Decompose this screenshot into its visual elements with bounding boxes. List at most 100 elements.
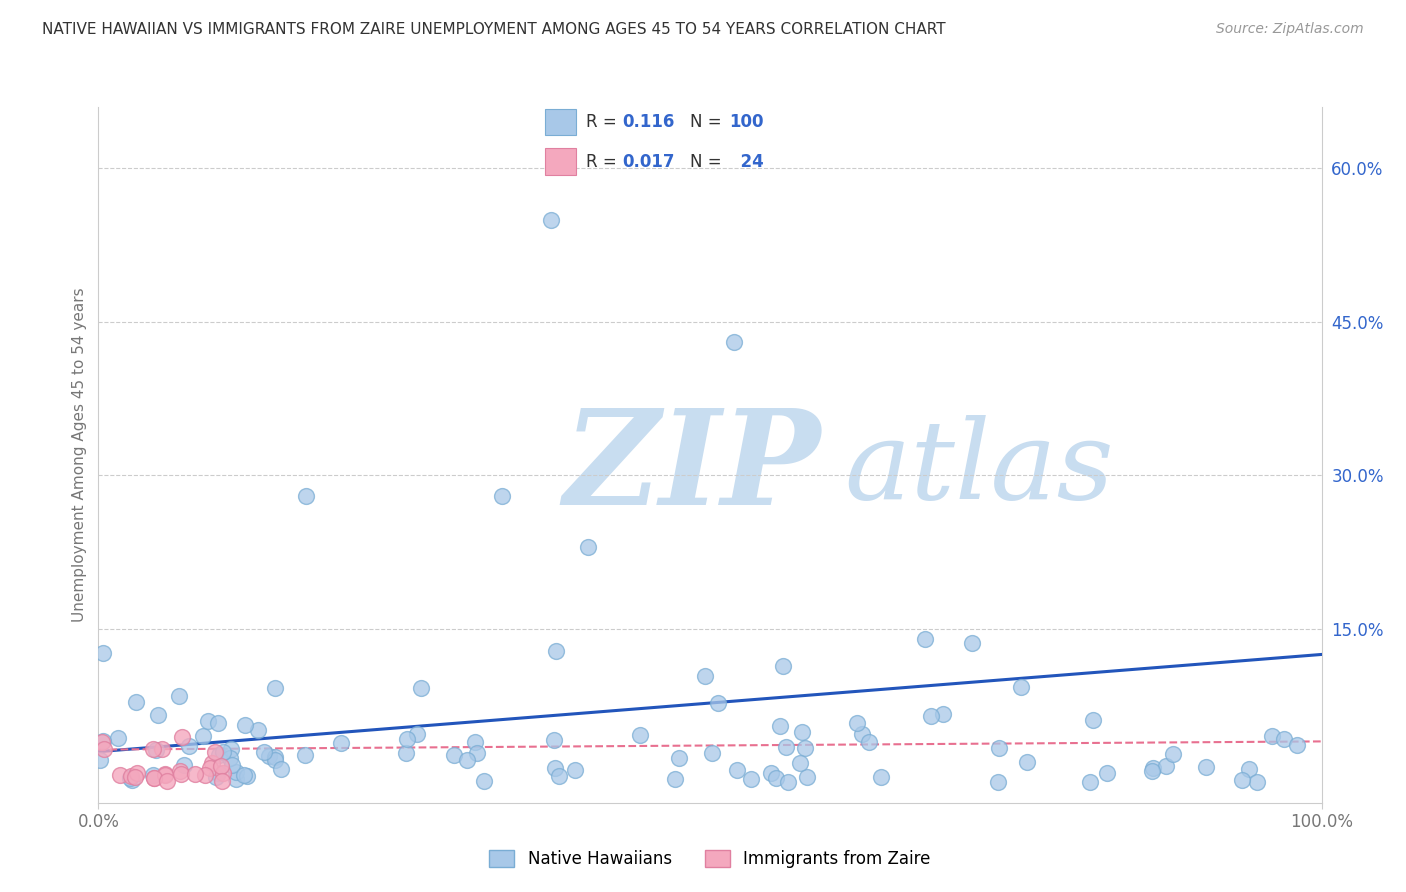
Point [194,767,217,781]
Text: N =: N = [690,153,727,170]
Legend: Native Hawaiians, Immigrants from Zaire: Native Hawaiians, Immigrants from Zaire [482,843,938,874]
Point [491,489,513,503]
Point [118,771,141,785]
Point [263,753,285,767]
Point [264,750,287,764]
Point [1154,759,1177,773]
Point [121,773,143,788]
Point [1237,762,1260,776]
Point [765,771,787,785]
Point [464,735,486,749]
Point [156,774,179,789]
Point [693,668,716,682]
Point [846,716,869,731]
Point [986,775,1008,789]
Point [191,729,214,743]
Point [395,746,418,760]
Point [170,767,193,781]
Point [219,741,242,756]
Text: atlas: atlas [845,415,1114,523]
Point [1142,761,1164,775]
Point [1015,756,1038,770]
Point [125,695,148,709]
Point [914,632,936,646]
Text: 0.017: 0.017 [623,153,675,170]
Point [142,771,165,785]
Point [209,759,232,773]
Text: Source: ZipAtlas.com: Source: ZipAtlas.com [1216,22,1364,37]
Point [155,766,177,780]
Point [1078,775,1101,789]
Point [247,723,270,737]
Point [211,774,233,789]
Point [270,762,292,776]
Point [211,766,233,780]
Point [405,727,427,741]
Point [211,745,233,759]
Point [740,772,762,787]
Point [145,743,167,757]
Point [107,731,129,745]
Point [548,769,571,783]
Point [858,735,880,749]
Point [90,735,112,749]
Point [236,769,259,783]
Point [143,772,166,786]
Point [789,756,811,770]
Point [208,748,231,763]
Point [576,540,599,554]
Y-axis label: Unemployment Among Ages 45 to 54 years: Unemployment Among Ages 45 to 54 years [72,287,87,623]
Point [792,724,814,739]
Point [564,764,586,778]
Point [932,706,955,721]
Point [1272,731,1295,746]
Point [207,766,229,780]
Point [93,733,115,747]
Point [1230,773,1253,788]
Text: 0.116: 0.116 [623,113,675,131]
Point [91,646,114,660]
Point [257,748,280,763]
Point [543,761,565,775]
Point [120,769,142,783]
Point [253,745,276,759]
Point [543,732,565,747]
Point [395,732,418,747]
Point [294,748,316,763]
Point [702,746,724,760]
Point [796,771,818,785]
FancyBboxPatch shape [544,109,576,136]
Point [988,741,1011,756]
Point [1260,729,1282,743]
Point [775,739,797,754]
Point [173,758,195,772]
Point [465,746,488,760]
Point [330,736,353,750]
Point [793,741,815,756]
FancyBboxPatch shape [544,148,576,175]
Point [1083,713,1105,727]
Text: 100: 100 [730,113,763,131]
Point [664,772,686,786]
Point [184,767,207,781]
Point [110,767,132,781]
Point [142,768,165,782]
Point [443,747,465,762]
Point [668,751,690,765]
Point [225,772,247,786]
Text: 24: 24 [730,153,763,170]
Point [93,742,115,756]
Point [150,741,173,756]
Point [1246,774,1268,789]
Point [1285,738,1308,752]
Point [125,765,148,780]
Point [1195,759,1218,773]
Point [177,739,200,754]
Point [167,689,190,703]
Point [221,758,243,772]
Point [1010,680,1032,694]
Point [225,764,247,779]
Point [295,489,318,503]
Point [169,764,191,779]
Point [197,714,219,729]
